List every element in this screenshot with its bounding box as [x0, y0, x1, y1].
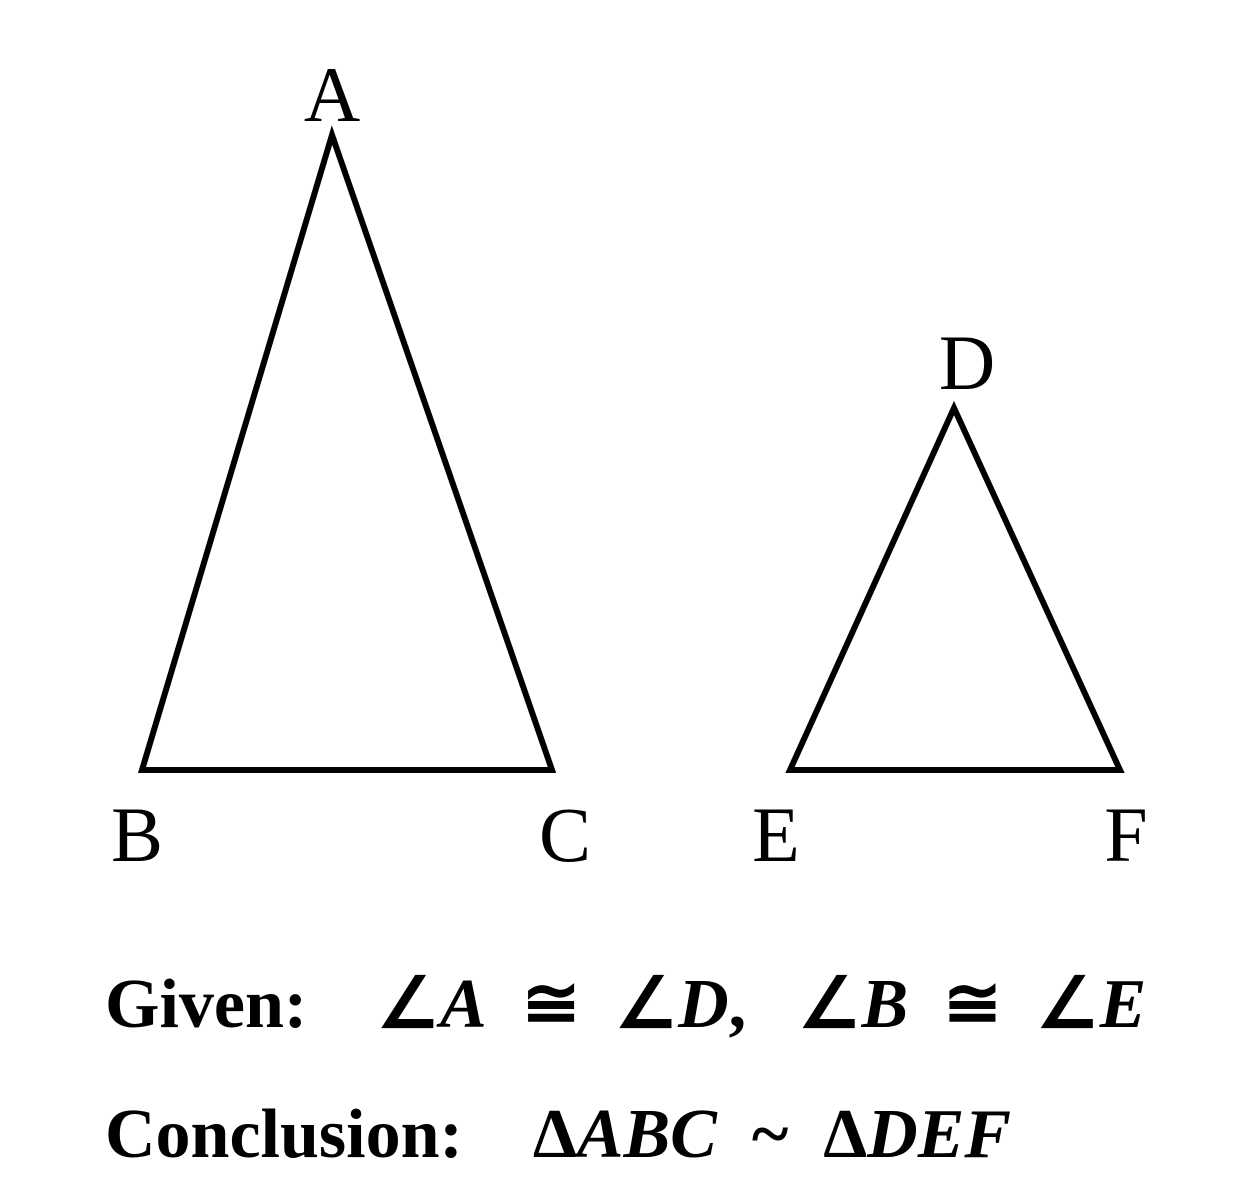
triangle-def-text: DEF — [867, 1096, 1011, 1173]
congruent-icon: ≅ — [522, 966, 581, 1043]
angle-d: D — [678, 966, 729, 1043]
triangle-def — [790, 408, 1120, 770]
angle-icon: ∠ — [799, 966, 862, 1043]
vertex-label-e: E — [752, 796, 800, 874]
conclusion-label: Conclusion: — [105, 1096, 463, 1173]
angle-icon: ∠ — [1037, 966, 1100, 1043]
vertex-label-f: F — [1104, 796, 1147, 874]
similar-icon: ~ — [752, 1096, 788, 1173]
angle-icon: ∠ — [377, 966, 440, 1043]
vertex-label-c: C — [539, 796, 591, 874]
figure-canvas: A B C D E F Given: ∠A ≅ ∠D, ∠B ≅ ∠E Conc… — [0, 0, 1252, 1200]
given-statement: Given: ∠A ≅ ∠D, ∠B ≅ ∠E — [105, 970, 1146, 1040]
angle-e: E — [1100, 966, 1147, 1043]
conclusion-statement: Conclusion: ΔABC ~ ΔDEF — [105, 1100, 1011, 1170]
angle-a: A — [440, 966, 487, 1043]
triangle-abc — [142, 135, 552, 770]
triangle-icon: Δ — [823, 1096, 867, 1173]
given-label: Given: — [105, 966, 307, 1043]
triangle-abc-text: ABC — [577, 1096, 717, 1173]
vertex-label-a: A — [304, 56, 360, 134]
angle-b: B — [861, 966, 908, 1043]
vertex-label-b: B — [111, 796, 163, 874]
vertex-label-d: D — [939, 324, 995, 402]
comma: , — [729, 966, 747, 1043]
angle-icon: ∠ — [615, 966, 678, 1043]
triangle-icon: Δ — [533, 1096, 577, 1173]
congruent-icon: ≅ — [943, 966, 1002, 1043]
